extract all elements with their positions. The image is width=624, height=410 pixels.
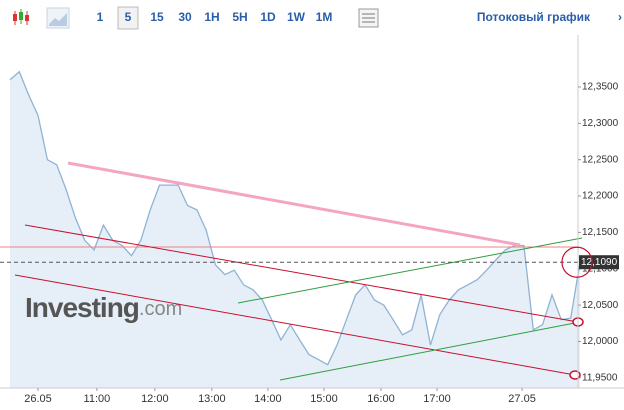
y-tick-label: 12,1500: [582, 227, 619, 238]
last-price-box: [579, 255, 619, 270]
candle-icon[interactable]: [13, 9, 29, 25]
highlight-circle: [561, 246, 593, 278]
x-tick-label: 15:00: [310, 393, 338, 405]
interval-button[interactable]: 30: [178, 10, 192, 24]
interval-button[interactable]: 15: [150, 10, 164, 24]
channel-line: [14, 274, 576, 376]
watermark-suffix: .com: [139, 298, 182, 320]
interval-button[interactable]: 1W: [287, 10, 306, 24]
x-tick-label: 17:00: [423, 393, 451, 405]
stream-link[interactable]: Потоковый график: [477, 10, 591, 24]
x-tick-label: 13:00: [198, 393, 226, 405]
plot: Investing.com 12,3500 12,3000 12,2500 12,200…: [0, 35, 624, 405]
toolbar: 1 5 15 30 1H 5H 1D 1W 1M Потоковый график ›: [13, 6, 622, 30]
channel-line: [237, 237, 583, 304]
channel-line: [24, 224, 579, 323]
area-fill: [10, 71, 580, 388]
y-tick-label: 12,2000: [582, 191, 619, 202]
watermark-brand: Investing: [25, 292, 139, 323]
x-tick-label: 16:00: [367, 393, 395, 405]
area-icon[interactable]: [46, 7, 70, 29]
last-price-label: 12,1090: [581, 257, 618, 268]
x-tick-label: 27.05: [508, 393, 536, 405]
y-tick-label: 12,2500: [582, 154, 619, 165]
interval-button[interactable]: 1M: [316, 10, 333, 24]
y-tick-label: 11,9500: [582, 372, 618, 383]
trend-line: [67, 161, 521, 247]
x-tick-label: 11:00: [84, 393, 111, 405]
active-box: [117, 6, 139, 30]
x-tick-label: 12:00: [141, 393, 169, 405]
interval-button[interactable]: 1H: [204, 10, 219, 24]
interval-button[interactable]: 1D: [260, 10, 276, 24]
more-arrow[interactable]: ›: [618, 10, 622, 24]
channel-line: [279, 321, 581, 381]
y-tick-label: 12,3500: [582, 82, 619, 93]
interval-button[interactable]: 5: [125, 10, 132, 24]
watermark: Investing.com: [25, 292, 182, 323]
x-tick-label: 26.05: [24, 393, 52, 405]
y-tick-label: 12,3000: [582, 118, 619, 129]
y-tick-label: 12,0500: [582, 300, 619, 311]
y-tick-label: 12,0000: [582, 336, 619, 347]
x-tick-label: 14:00: [254, 393, 282, 405]
price-line: [9, 70, 581, 366]
interval-button[interactable]: 5H: [232, 10, 247, 24]
interval-button[interactable]: 1: [97, 10, 104, 24]
calendar-icon[interactable]: [358, 8, 379, 28]
